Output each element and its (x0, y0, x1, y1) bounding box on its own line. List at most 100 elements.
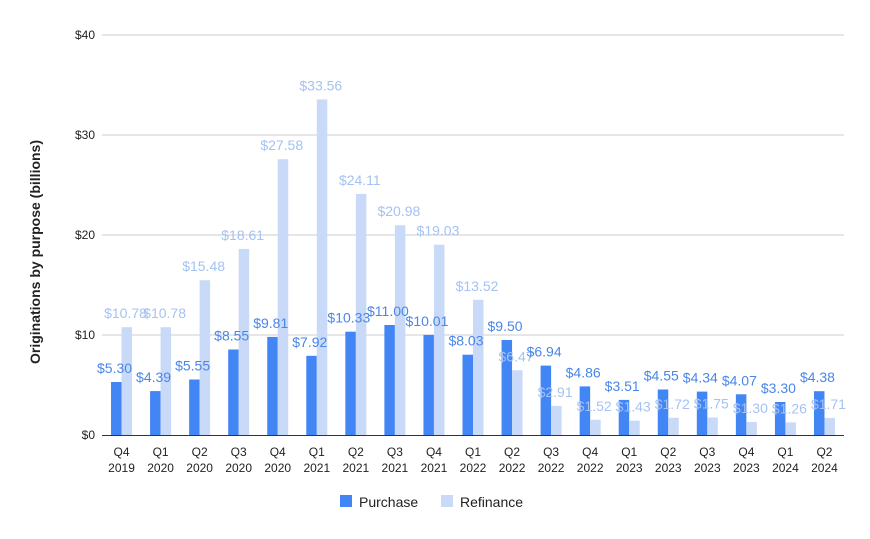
refinance-data-label: $1.75 (694, 396, 729, 412)
purchase-bar (306, 355, 317, 435)
refinance-bar (707, 417, 718, 435)
purchase-bar (540, 365, 552, 435)
refinance-bar (316, 99, 328, 436)
x-tick-label-quarter: Q4 (582, 445, 598, 459)
x-tick-label-quarter: Q4 (270, 445, 286, 459)
x-tick-label-year: 2021 (303, 461, 330, 475)
refinance-bar (355, 193, 367, 435)
x-tick-label-year: 2021 (421, 461, 448, 475)
x-tick-label-year: 2021 (382, 461, 409, 475)
purchase-bar (813, 391, 825, 435)
y-tick-label: $10 (75, 328, 95, 342)
refinance-bar (238, 248, 250, 435)
purchase-data-label: $9.81 (253, 315, 288, 331)
purchase-bar (657, 389, 669, 435)
y-tick-label: $30 (75, 128, 95, 142)
refinance-bar (785, 422, 796, 435)
purchase-bar (501, 340, 513, 435)
y-tick-label: $20 (75, 228, 95, 242)
x-tick-label-year: 2022 (460, 461, 487, 475)
refinance-bar (394, 225, 406, 435)
refinance-bar (277, 159, 289, 435)
x-tick-label-quarter: Q2 (192, 445, 208, 459)
purchase-bar (228, 349, 239, 435)
refinance-data-label: $1.72 (655, 396, 690, 412)
refinance-data-label: $1.30 (733, 400, 768, 416)
purchase-data-label: $4.07 (722, 372, 757, 388)
refinance-data-label: $2.91 (538, 384, 573, 400)
refinance-bar (512, 370, 523, 435)
bars (111, 99, 835, 436)
x-tick-label-year: 2023 (694, 461, 721, 475)
purchase-data-label: $6.94 (527, 344, 562, 360)
x-tick-label-quarter: Q2 (348, 445, 364, 459)
x-tick-label-year: 2022 (538, 461, 565, 475)
x-tick-label-quarter: Q2 (660, 445, 676, 459)
x-tick-label-quarter: Q1 (153, 445, 169, 459)
refinance-data-label: $27.58 (260, 137, 303, 153)
x-axis-ticks: Q4 2019 Q1 2020 Q2 2020 Q3 2020 Q4 2020 Q1 2021 Q2 20… (108, 445, 838, 475)
purchase-data-label: $8.03 (448, 333, 483, 349)
refinance-data-label: $13.52 (456, 278, 499, 294)
refinance-data-label: $1.71 (811, 396, 846, 412)
x-tick-label-quarter: Q1 (777, 445, 793, 459)
purchase-bar (423, 334, 434, 435)
legend: Purchase Refinance (340, 494, 523, 510)
purchase-data-label: $3.51 (605, 378, 640, 394)
refinance-bar (473, 299, 484, 435)
x-tick-label-quarter: Q4 (114, 445, 130, 459)
refinance-data-label: $1.43 (616, 399, 651, 415)
y-tick-label: $40 (75, 28, 95, 42)
x-tick-label-quarter: Q3 (699, 445, 715, 459)
refinance-data-label: $18.61 (221, 227, 264, 243)
purchase-data-label: $4.55 (644, 368, 679, 384)
refinance-data-label: $24.11 (339, 172, 381, 188)
x-tick-label-year: 2024 (772, 461, 799, 475)
refinance-data-label: $15.48 (182, 258, 225, 274)
refinance-bar (590, 419, 601, 435)
refinance-data-label: $1.52 (577, 398, 612, 414)
purchase-legend-swatch (340, 495, 352, 507)
purchase-data-label: $4.34 (683, 370, 718, 386)
refinance-legend-label: Refinance (460, 494, 523, 510)
purchase-data-label: $4.38 (800, 369, 835, 385)
purchase-bar (735, 394, 747, 435)
purchase-bar (345, 331, 356, 435)
refinance-bar (199, 280, 211, 435)
purchase-data-label: $10.33 (327, 310, 370, 326)
refinance-data-label: $19.03 (417, 223, 460, 239)
purchase-bar (189, 379, 200, 435)
y-tick-label: $0 (82, 428, 96, 442)
x-tick-label-year: 2024 (811, 461, 838, 475)
refinance-bar (160, 327, 172, 435)
x-tick-label-year: 2020 (264, 461, 291, 475)
x-tick-label-year: 2020 (186, 461, 213, 475)
purchase-data-label: $9.50 (488, 318, 523, 334)
x-tick-label-year: 2022 (499, 461, 526, 475)
purchase-data-label: $7.92 (292, 334, 327, 350)
purchase-bar (111, 382, 122, 435)
purchase-data-label: $5.30 (97, 360, 132, 376)
x-tick-label-year: 2023 (733, 461, 760, 475)
purchase-data-label: $4.86 (566, 364, 601, 380)
refinance-bar (433, 244, 445, 435)
x-tick-label-year: 2021 (342, 461, 369, 475)
x-tick-label-year: 2022 (577, 461, 604, 475)
x-tick-label-year: 2023 (655, 461, 682, 475)
refinance-legend-swatch (441, 495, 453, 507)
purchase-data-label: $5.55 (175, 358, 210, 374)
purchase-bar (696, 391, 708, 435)
refinance-data-label: $10.78 (143, 305, 186, 321)
data-labels: $5.30 $10.78 $4.39 $10.78 $5.55 $15.48 $8.55 $1… (97, 77, 846, 416)
x-tick-label-quarter: Q3 (231, 445, 247, 459)
purchase-data-label: $11.00 (367, 303, 409, 319)
x-tick-label-quarter: Q3 (543, 445, 559, 459)
x-tick-label-quarter: Q2 (504, 445, 520, 459)
purchase-bar (150, 391, 161, 435)
refinance-data-label: $10.78 (104, 305, 147, 321)
y-axis-ticks: $0 $10 $20 $30 $40 (75, 28, 95, 442)
refinance-bar (824, 417, 835, 435)
refinance-data-label: $33.56 (299, 77, 342, 93)
